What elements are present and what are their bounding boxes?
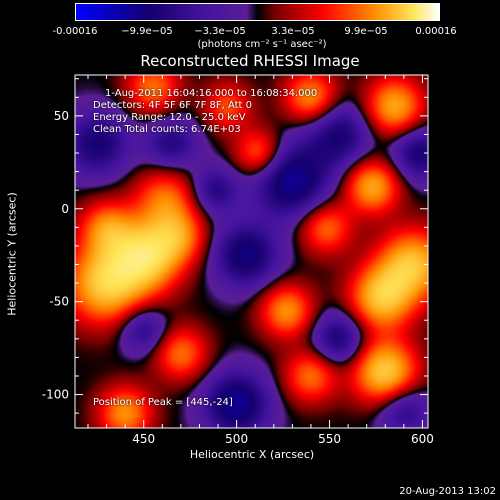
energy-range-annotation: Energy Range: 12.0 - 25.0 keV [93,112,246,123]
chart-title: Reconstructed RHESSI Image [140,52,360,70]
x-tick-label: 550 [318,432,341,446]
y-tick-label: -50 [49,295,69,309]
y-tick-label: -100 [42,388,69,402]
colorbar-gradient [76,4,439,20]
clean-counts-annotation: Clean Total counts: 6.74E+03 [93,124,241,135]
colorbar-tick-label: −9.9e−05 [121,26,173,37]
footer-date: 20-Aug-2013 13:02 [399,486,496,497]
time-range-annotation: 1-Aug-2011 16:04:16.000 to 16:08:34.000 [105,88,318,99]
colorbar-tick-label: 0.00016 [415,26,457,37]
plot-frame [74,74,429,429]
colorbar-tick-label: 3.3e−05 [271,26,315,37]
y-axis-label: Heliocentric Y (arcsec) [5,192,19,316]
colorbar [75,3,440,21]
colorbar-tick-label: -0.00016 [52,26,98,37]
colorbar-tick-label: −3.3e−05 [194,26,246,37]
peak-position-annotation: Position of Peak = [445,-24] [93,397,233,408]
x-axis-label: Heliocentric X (arcsec) [189,448,315,461]
colorbar-tick-label: 9.9e−05 [344,26,388,37]
colorbar-unit-label: (photons cm⁻² s⁻¹ asec⁻²) [197,39,327,50]
x-tick-label: 500 [225,432,248,446]
detectors-annotation: Detectors: 4F 5F 6F 7F 8F, Att 0 [93,100,253,111]
y-tick-label: 50 [54,109,69,123]
x-tick-label: 600 [411,432,434,446]
y-tick-label: 0 [61,202,69,216]
x-tick-label: 450 [132,432,155,446]
heatmap-image [75,75,428,428]
